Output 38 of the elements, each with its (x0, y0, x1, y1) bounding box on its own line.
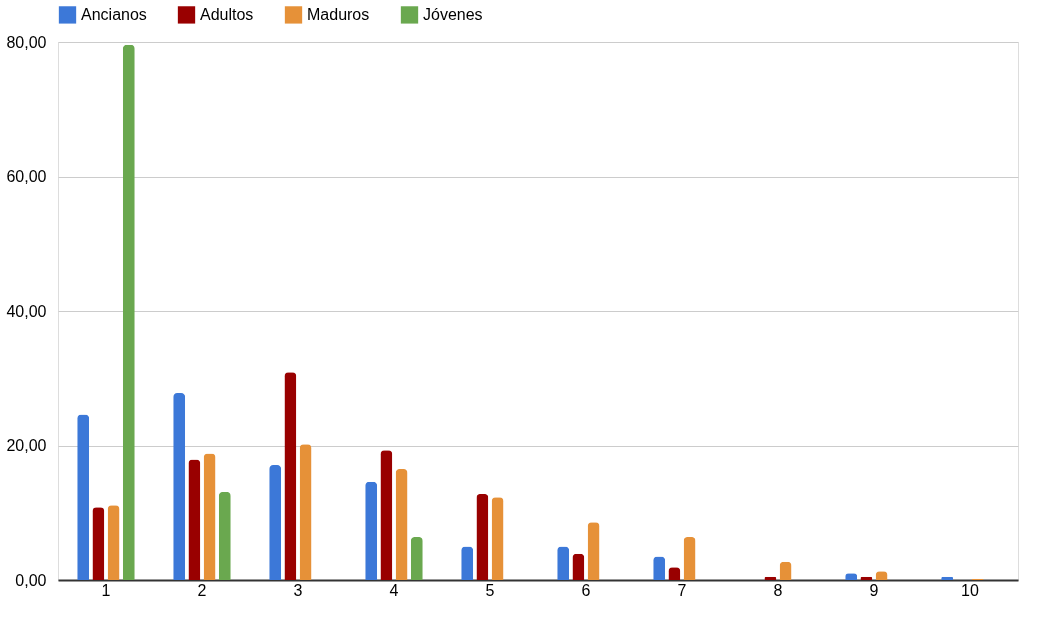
bar (587, 522, 600, 580)
x-tick-label: 2 (197, 581, 207, 599)
y-tick-label: 60,00 (6, 168, 47, 185)
x-tick-label: 7 (677, 581, 687, 599)
bar (365, 481, 378, 580)
bar (77, 414, 90, 580)
legend-label: Maduros (307, 5, 370, 23)
bar (491, 497, 504, 580)
x-tick-label: 5 (485, 581, 495, 599)
y-tick-label: 0,00 (15, 571, 47, 589)
bar (476, 493, 489, 580)
y-tick-label: 40,00 (6, 302, 47, 320)
bar (683, 536, 696, 580)
legend-label: Ancianos (81, 5, 147, 23)
bar (188, 459, 201, 580)
bar (284, 372, 297, 580)
x-tick-label: 6 (581, 581, 591, 599)
bar (203, 453, 216, 580)
bar (269, 465, 282, 580)
x-tick-label: 9 (869, 581, 879, 599)
x-tick-label: 10 (961, 581, 979, 599)
bar (395, 469, 408, 580)
bar (173, 393, 186, 580)
legend-label: Adultos (200, 5, 254, 23)
y-tick-label: 80,00 (6, 33, 47, 51)
x-tick-label: 8 (773, 581, 783, 599)
bar (380, 450, 393, 580)
x-tick-label: 3 (293, 581, 303, 599)
bar (218, 491, 231, 580)
x-tick-label: 1 (101, 581, 111, 599)
bar (410, 536, 423, 580)
y-tick-label: 20,00 (6, 437, 47, 454)
bar (107, 505, 120, 580)
x-tick-label: 4 (389, 581, 399, 599)
bar (299, 444, 312, 580)
legend-label: Jóvenes (423, 5, 483, 23)
bar (92, 507, 105, 580)
bar (122, 44, 135, 580)
